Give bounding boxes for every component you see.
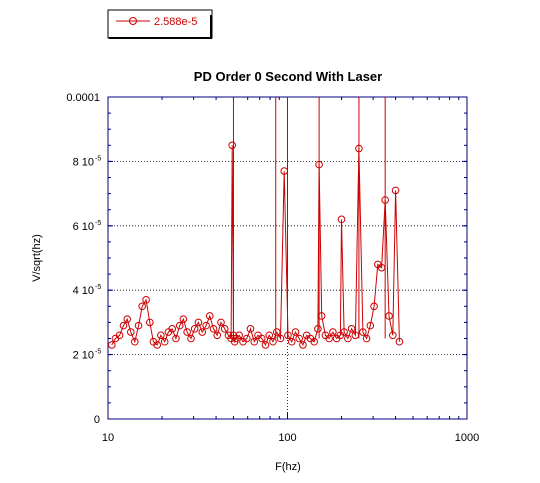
data-point	[329, 328, 337, 336]
data-point	[325, 334, 333, 343]
data-point	[377, 263, 386, 272]
data-point	[315, 160, 323, 169]
data-point	[130, 337, 139, 346]
data-point	[190, 325, 199, 333]
data-point	[127, 328, 135, 336]
data-point	[337, 215, 346, 224]
data-point	[284, 331, 292, 340]
data-point	[395, 337, 404, 346]
axis-ticks	[107, 96, 468, 420]
data-point	[257, 334, 266, 343]
data-point	[299, 341, 307, 349]
data-point	[205, 312, 214, 320]
data-point	[160, 337, 169, 346]
data-point	[269, 337, 277, 346]
legend: 2.588e-5	[107, 9, 213, 39]
data-point	[157, 331, 165, 340]
data-point	[291, 328, 300, 336]
data-point	[213, 331, 222, 340]
data-point	[242, 334, 251, 343]
y-tick-label: 6 10	[73, 221, 94, 233]
data-point	[146, 318, 154, 327]
x-axis-label: F(hz)	[275, 461, 301, 473]
data-point	[362, 334, 371, 343]
chart-title: PD Order 0 Second With Laser	[194, 69, 382, 84]
data-point	[175, 321, 184, 330]
data-point	[202, 321, 210, 330]
y-tick-exponent: -5	[95, 220, 101, 227]
data-point	[220, 325, 229, 333]
data-point	[310, 337, 318, 346]
data-point	[355, 144, 363, 153]
data-point	[119, 321, 128, 330]
data-point	[123, 315, 132, 323]
data-point	[187, 334, 195, 343]
data-point	[246, 325, 255, 333]
data-point	[314, 325, 322, 333]
data-point	[351, 331, 360, 340]
data-point	[228, 141, 237, 150]
y-tick-exponent: -5	[95, 349, 101, 356]
y-axis-label: V/sqrt(hz)	[31, 234, 43, 282]
data-point	[265, 331, 274, 340]
data-point	[317, 312, 326, 320]
data-point	[344, 334, 352, 343]
data-point	[295, 334, 304, 343]
legend-marker	[129, 17, 137, 25]
x-tick-label: 10	[102, 432, 114, 444]
data-point	[108, 341, 116, 349]
data-point	[179, 315, 188, 323]
data-point	[261, 341, 270, 349]
data-point	[115, 331, 124, 340]
y-tick-label: 2 10	[73, 350, 94, 362]
data-point	[172, 334, 180, 343]
data-point	[250, 337, 259, 346]
y-tick-label: 0.0001	[66, 92, 100, 104]
data-point	[138, 302, 146, 311]
data-point	[280, 167, 289, 175]
data-point	[385, 312, 393, 320]
data-point	[183, 328, 191, 336]
data-point	[153, 341, 162, 349]
legend-label: 2.588e-5	[154, 16, 197, 28]
y-tick-label: 0	[94, 414, 100, 426]
y-tick-label: 4 10	[73, 285, 94, 297]
data-point	[194, 318, 203, 327]
y-tick-exponent: -5	[95, 284, 101, 291]
data-point	[287, 337, 296, 346]
data-point	[366, 321, 375, 330]
data-point	[340, 328, 348, 336]
data-point	[388, 331, 397, 340]
data-point	[370, 302, 378, 311]
series-layer	[108, 97, 404, 349]
data-point	[198, 328, 207, 336]
data-point	[381, 196, 389, 204]
y-tick-label: 8 10	[73, 156, 94, 168]
y-tick-exponent: -5	[95, 155, 101, 162]
data-point	[209, 325, 218, 333]
data-point	[230, 337, 239, 346]
x-tick-label: 1000	[455, 432, 479, 444]
data-point	[134, 321, 143, 330]
data-point	[217, 318, 225, 327]
data-point	[347, 325, 356, 333]
legend-box	[107, 9, 213, 39]
data-point	[359, 328, 367, 336]
data-point	[276, 334, 285, 343]
data-point	[142, 296, 150, 304]
data-point	[272, 328, 281, 336]
data-point	[235, 331, 243, 340]
x-tick-label: 100	[278, 432, 296, 444]
data-point	[168, 325, 177, 333]
data-point	[391, 186, 400, 195]
